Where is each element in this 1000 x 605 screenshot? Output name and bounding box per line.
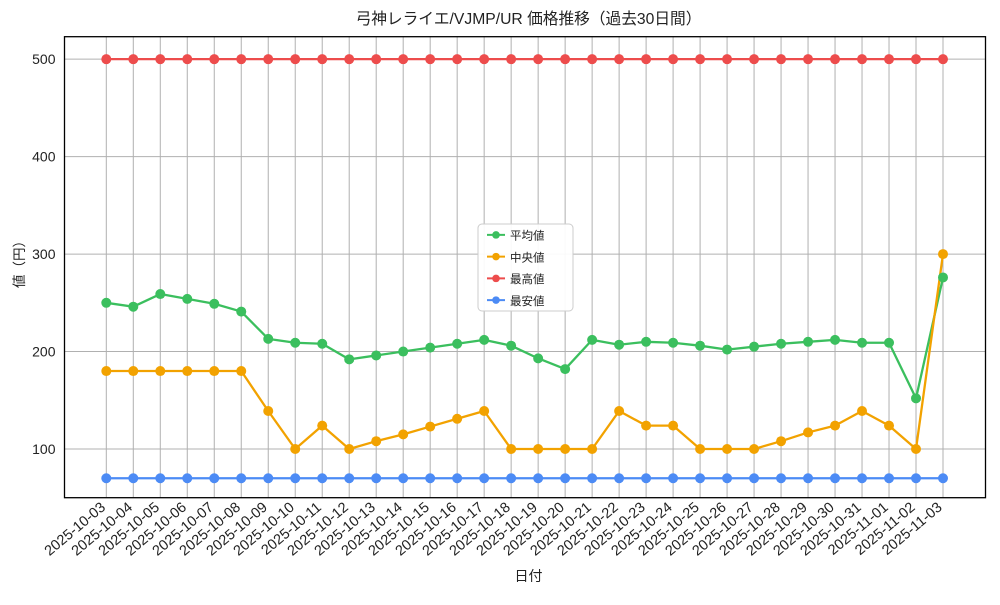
svg-text:100: 100	[32, 441, 56, 457]
svg-text:300: 300	[32, 246, 56, 262]
svg-text:平均値: 平均値	[510, 229, 545, 243]
svg-text:中央値: 中央値	[510, 251, 545, 264]
svg-text:最高値: 最高値	[510, 273, 545, 286]
svg-text:400: 400	[32, 149, 56, 165]
svg-text:最安値: 最安値	[510, 295, 545, 308]
svg-text:500: 500	[32, 51, 56, 67]
svg-text:200: 200	[32, 344, 56, 360]
